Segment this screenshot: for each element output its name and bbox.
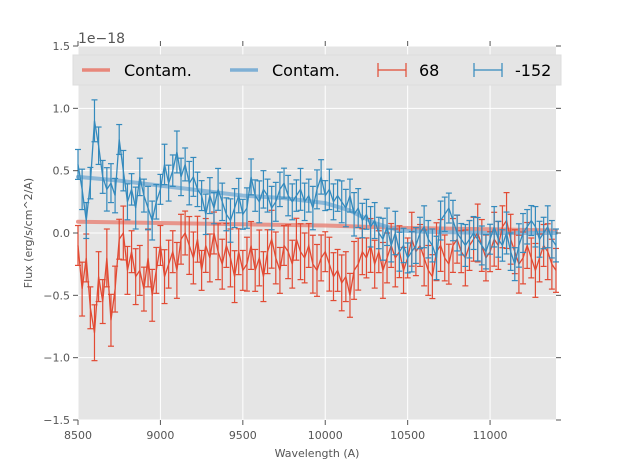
legend-label: Contam.: [124, 61, 192, 80]
series-line: [77, 120, 557, 267]
series-line: [77, 218, 557, 333]
y-tick-label: −1.5: [43, 414, 70, 427]
legend-label: -152: [515, 61, 551, 80]
y-axis-ticks: −1.5 −1.0 −0.5 0.0 0.5 1.0 1.5: [43, 40, 561, 427]
series--152: [75, 99, 559, 282]
x-tick-label: 9000: [146, 429, 174, 442]
x-tick-label: 10000: [308, 429, 343, 442]
y-tick-label: −1.0: [43, 352, 70, 365]
y-offset-label: 1e−18: [78, 31, 125, 47]
y-tick-label: −0.5: [43, 289, 70, 302]
legend: Contam. Contam. 68 -152: [72, 54, 562, 86]
x-tick-label: 10500: [390, 429, 425, 442]
x-axis-ticks: 8500 9000 9500 10000 10500 11000: [64, 41, 508, 442]
y-tick-label: 0.0: [53, 227, 71, 240]
data-series: [75, 99, 559, 362]
x-tick-label: 11000: [473, 429, 508, 442]
x-tick-label: 9500: [229, 429, 257, 442]
legend-label: 68: [419, 61, 439, 80]
y-tick-label: 1.0: [53, 102, 71, 115]
y-tick-label: 0.5: [53, 165, 71, 178]
y-axis-label: Flux (erg/s/cm^2/A): [22, 178, 35, 288]
x-tick-label: 8500: [64, 429, 92, 442]
legend-label: Contam.: [272, 61, 340, 80]
x-axis-label: Wavelength (A): [275, 447, 360, 460]
y-tick-label: 1.5: [53, 40, 71, 53]
